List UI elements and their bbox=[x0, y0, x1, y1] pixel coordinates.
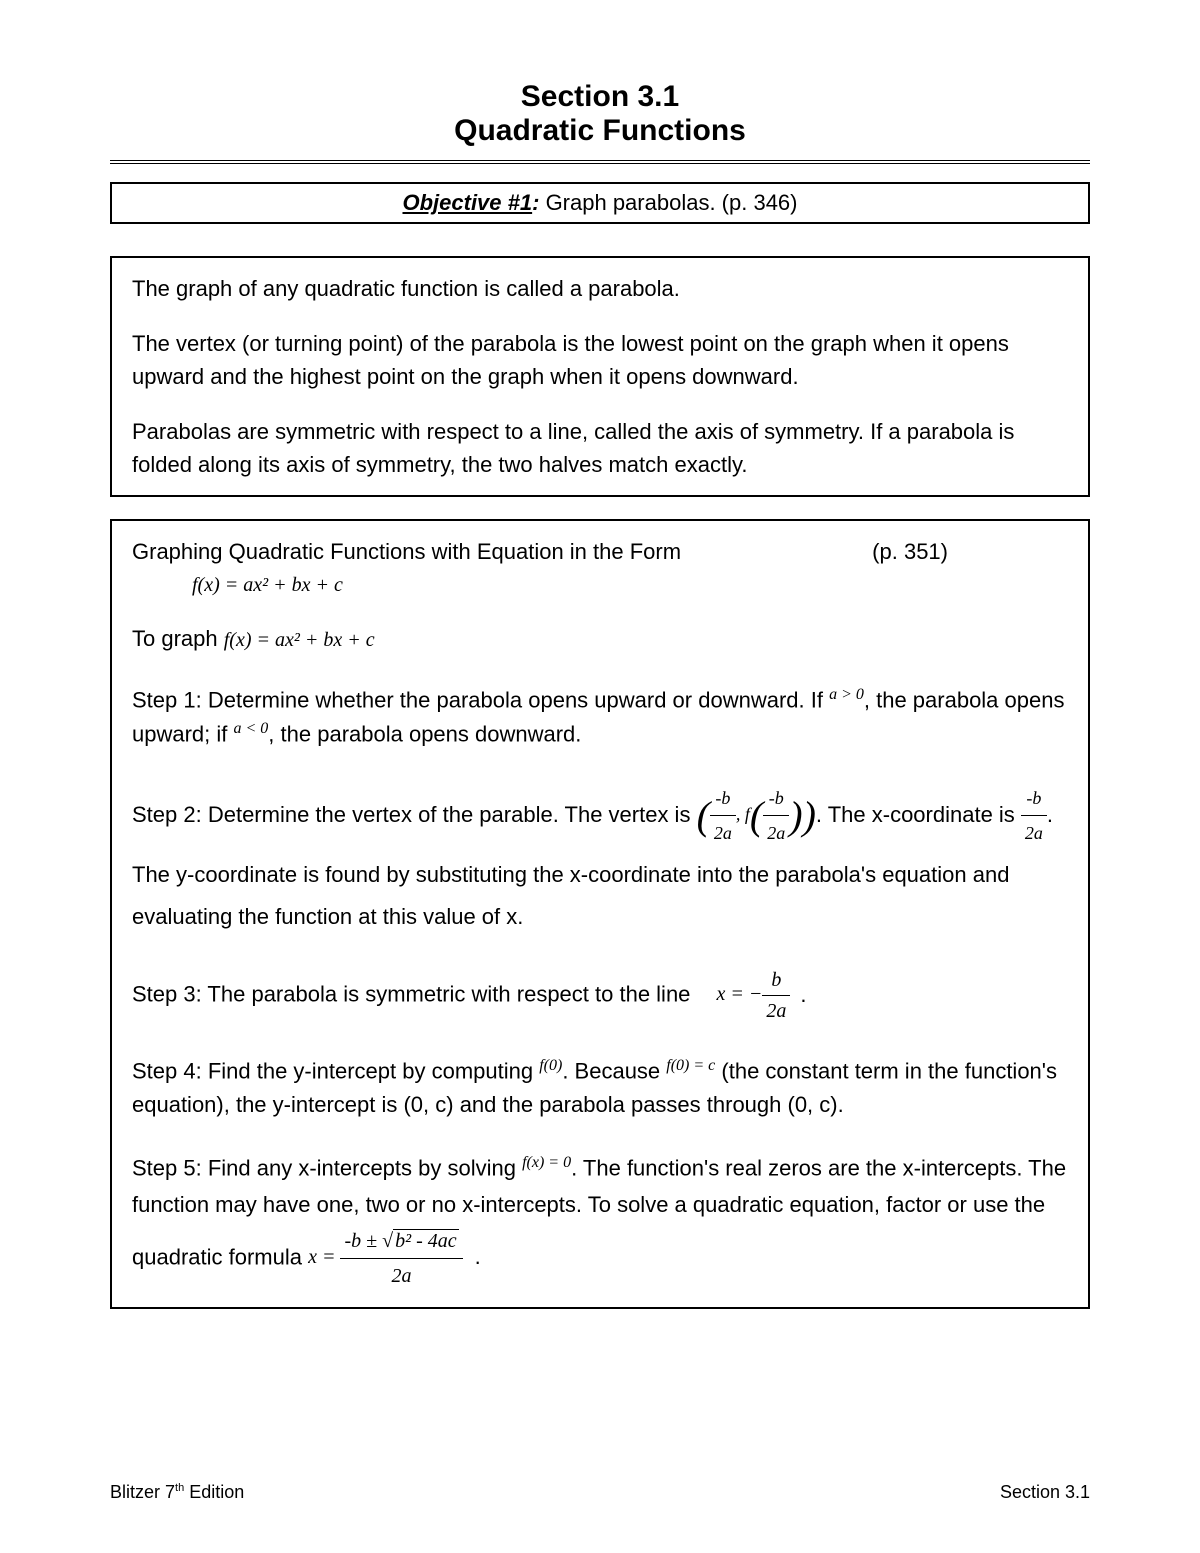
section-number: Section 3.1 bbox=[110, 80, 1090, 114]
objective-box: Objective #1: Graph parabolas. (p. 346) bbox=[110, 182, 1090, 224]
step2-text-b: . The x-coordinate is bbox=[816, 802, 1021, 827]
graphing-heading: Graphing Quadratic Functions with Equati… bbox=[132, 535, 872, 568]
step3: Step 3: The parabola is symmetric with r… bbox=[132, 965, 1068, 1026]
step1-text-c: , the parabola opens downward. bbox=[268, 721, 581, 746]
to-graph-formula: f(x) = ax² + bx + c bbox=[224, 629, 375, 651]
step4-text-b: . Because bbox=[562, 1059, 666, 1084]
step2-label: Step 2: bbox=[132, 802, 202, 827]
step4-text-a: Find the y-intercept by computing bbox=[202, 1059, 540, 1084]
to-graph-line: To graph f(x) = ax² + bx + c bbox=[132, 622, 1068, 655]
step1: Step 1: Determine whether the parabola o… bbox=[132, 683, 1068, 750]
footer-left: Blitzer 7th Edition bbox=[110, 1482, 244, 1503]
definition-p1: The graph of any quadratic function is c… bbox=[132, 272, 1068, 305]
objective-text: Graph parabolas. (p. 346) bbox=[539, 190, 797, 215]
step4: Step 4: Find the y-intercept by computin… bbox=[132, 1054, 1068, 1120]
step5: Step 5: Find any x-intercepts by solving… bbox=[132, 1149, 1068, 1293]
section-name: Quadratic Functions bbox=[110, 114, 1090, 148]
vertex-formula: (-b2a, f(-b2a)) bbox=[697, 778, 816, 854]
quadratic-formula: x = -b ± √b² - 4ac2a bbox=[308, 1246, 463, 1268]
graphing-page: (p. 351) bbox=[872, 535, 948, 568]
step4-f0: f(0) bbox=[539, 1057, 562, 1074]
definition-p2: The vertex (or turning point) of the par… bbox=[132, 327, 1068, 393]
step5-text-a: Find any x-intercepts by solving bbox=[202, 1155, 522, 1180]
section-header: Section 3.1 Quadratic Functions bbox=[110, 80, 1090, 148]
step2-text-a: Determine the vertex of the parable. The… bbox=[202, 802, 697, 827]
footer-right: Section 3.1 bbox=[1000, 1482, 1090, 1503]
step5-label: Step 5: bbox=[132, 1155, 202, 1180]
standard-form-formula: f(x) = ax² + bx + c bbox=[192, 570, 1068, 600]
graphing-heading-row: Graphing Quadratic Functions with Equati… bbox=[132, 535, 1068, 568]
header-rule bbox=[110, 160, 1090, 164]
step4-label: Step 4: bbox=[132, 1059, 202, 1084]
step3-label: Step 3: bbox=[132, 982, 202, 1007]
xcoord-formula: -b2a bbox=[1021, 781, 1047, 850]
step1-text-a: Determine whether the parabola opens upw… bbox=[202, 688, 829, 713]
step1-cond2: a < 0 bbox=[234, 720, 269, 737]
page-footer: Blitzer 7th Edition Section 3.1 bbox=[110, 1482, 1090, 1503]
objective-label: Objective #1 bbox=[402, 190, 532, 215]
step3-period: . bbox=[800, 982, 806, 1007]
step4-f0c: f(0) = c bbox=[666, 1057, 715, 1074]
step1-cond1: a > 0 bbox=[829, 686, 864, 703]
graphing-box: Graphing Quadratic Functions with Equati… bbox=[110, 519, 1090, 1309]
step5-fx0: f(x) = 0 bbox=[522, 1154, 571, 1171]
definition-box: The graph of any quadratic function is c… bbox=[110, 256, 1090, 497]
step5-period: . bbox=[475, 1244, 481, 1269]
step2: Step 2: Determine the vertex of the para… bbox=[132, 778, 1068, 938]
step1-label: Step 1: bbox=[132, 688, 202, 713]
to-graph-label: To graph bbox=[132, 626, 224, 651]
axis-line-formula: x = −b2a bbox=[717, 965, 791, 1026]
definition-p3: Parabolas are symmetric with respect to … bbox=[132, 415, 1068, 481]
step3-text: The parabola is symmetric with respect t… bbox=[202, 982, 697, 1007]
